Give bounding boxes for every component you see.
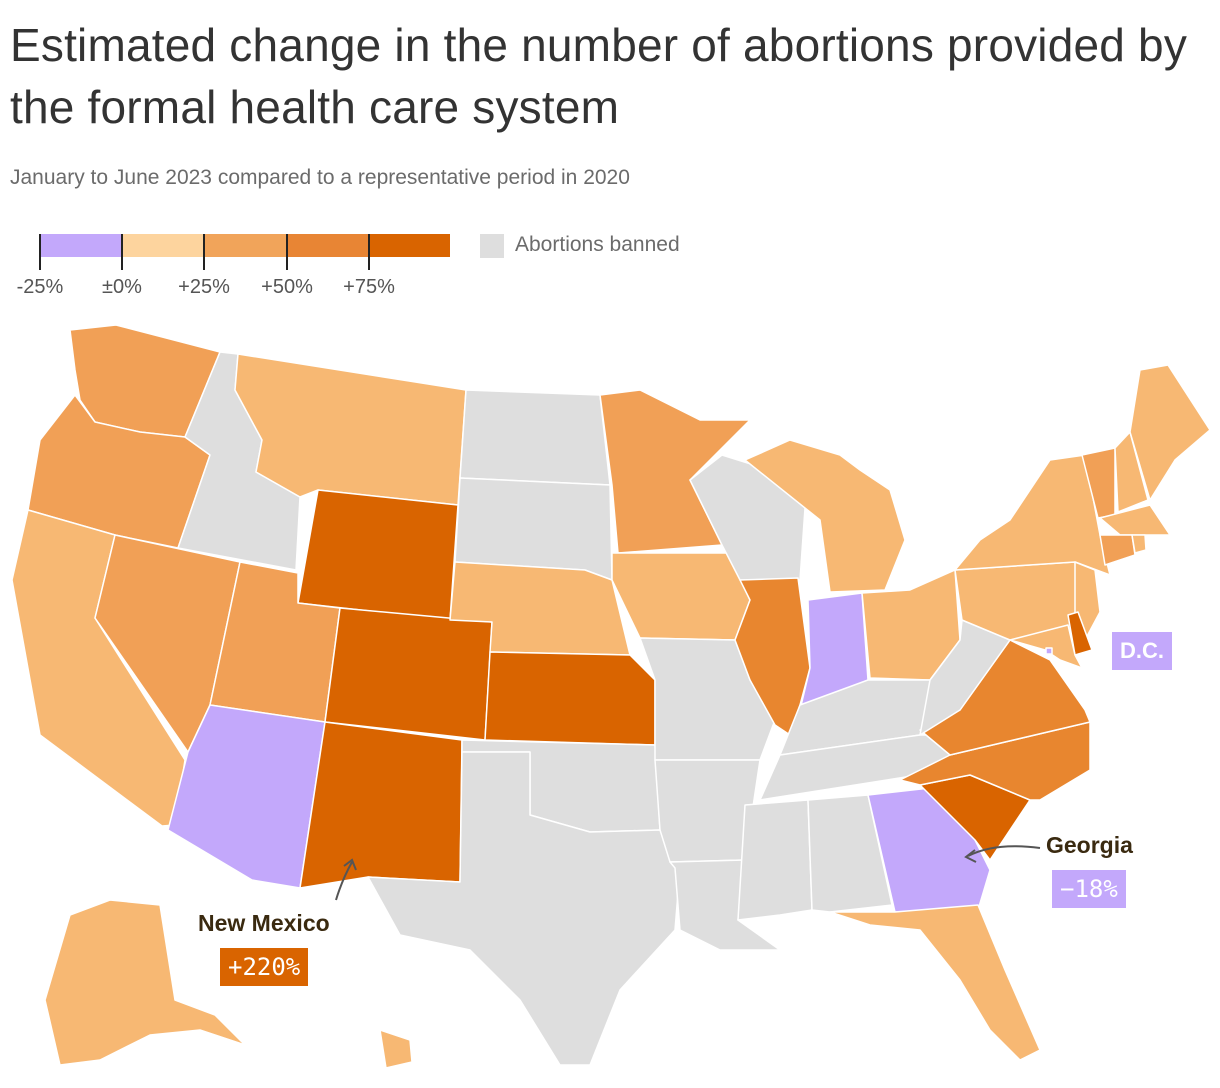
georgia-arrowhead bbox=[964, 849, 977, 863]
state-TX bbox=[367, 751, 681, 1066]
legend-tick bbox=[39, 234, 41, 270]
state-AL bbox=[807, 794, 893, 913]
chart-title: Estimated change in the number of aborti… bbox=[10, 19, 1188, 133]
chart-subtitle: January to June 2023 compared to a repre… bbox=[10, 166, 630, 189]
state-HI bbox=[379, 1029, 413, 1069]
state-CO bbox=[324, 607, 493, 741]
legend-tick bbox=[286, 234, 288, 270]
legend-tick bbox=[121, 234, 123, 270]
legend-banned-label: Abortions banned bbox=[515, 233, 680, 256]
state-ME bbox=[1129, 364, 1211, 501]
new-mexico-callout-arrow bbox=[335, 861, 353, 901]
state-MS bbox=[737, 799, 813, 921]
state-KS bbox=[484, 651, 656, 746]
legend-bin-25-50 bbox=[204, 234, 287, 257]
state-IL bbox=[734, 577, 811, 736]
state-RI bbox=[1131, 534, 1147, 554]
state-NH bbox=[1114, 431, 1149, 513]
legend-tick-label: ±0% bbox=[102, 276, 142, 298]
legend-bin-decrease bbox=[40, 234, 122, 257]
georgia-value-badge: −18% bbox=[1052, 870, 1126, 908]
new-mexico-value-badge: +220% bbox=[220, 948, 309, 986]
legend-tick-label: +25% bbox=[178, 276, 230, 298]
state-MI bbox=[744, 439, 906, 593]
state-IA bbox=[611, 552, 751, 641]
state-DE bbox=[1067, 611, 1093, 656]
state-ND bbox=[459, 389, 611, 486]
legend-tick-label: +50% bbox=[261, 276, 313, 298]
legend-bin-75-plus bbox=[369, 234, 450, 257]
state-FL bbox=[829, 904, 1041, 1061]
dc-label: D.C. bbox=[1112, 632, 1172, 670]
legend-tick bbox=[203, 234, 205, 270]
new-mexico-label: New Mexico bbox=[198, 910, 330, 936]
state-MA bbox=[1099, 504, 1171, 536]
new-mexico-arrowhead bbox=[343, 858, 357, 871]
georgia-callout-arrow bbox=[967, 845, 1041, 857]
legend-bin-50-75 bbox=[287, 234, 369, 257]
legend-tick-label: +75% bbox=[343, 276, 395, 298]
state-CT bbox=[1099, 534, 1136, 566]
state-DC bbox=[1045, 647, 1053, 655]
georgia-label: Georgia bbox=[1046, 832, 1133, 858]
state-AK bbox=[44, 899, 246, 1066]
legend-banned-swatch bbox=[480, 234, 504, 258]
legend-bin-0-25 bbox=[122, 234, 204, 257]
legend-tick-label: -25% bbox=[16, 276, 64, 298]
legend-tick bbox=[368, 234, 370, 270]
state-MD bbox=[1009, 624, 1083, 669]
color-legend: -25% ±0% +25% +50% +75% Abortions banned bbox=[0, 222, 760, 312]
state-NM bbox=[299, 721, 463, 889]
state-WY bbox=[297, 489, 459, 621]
